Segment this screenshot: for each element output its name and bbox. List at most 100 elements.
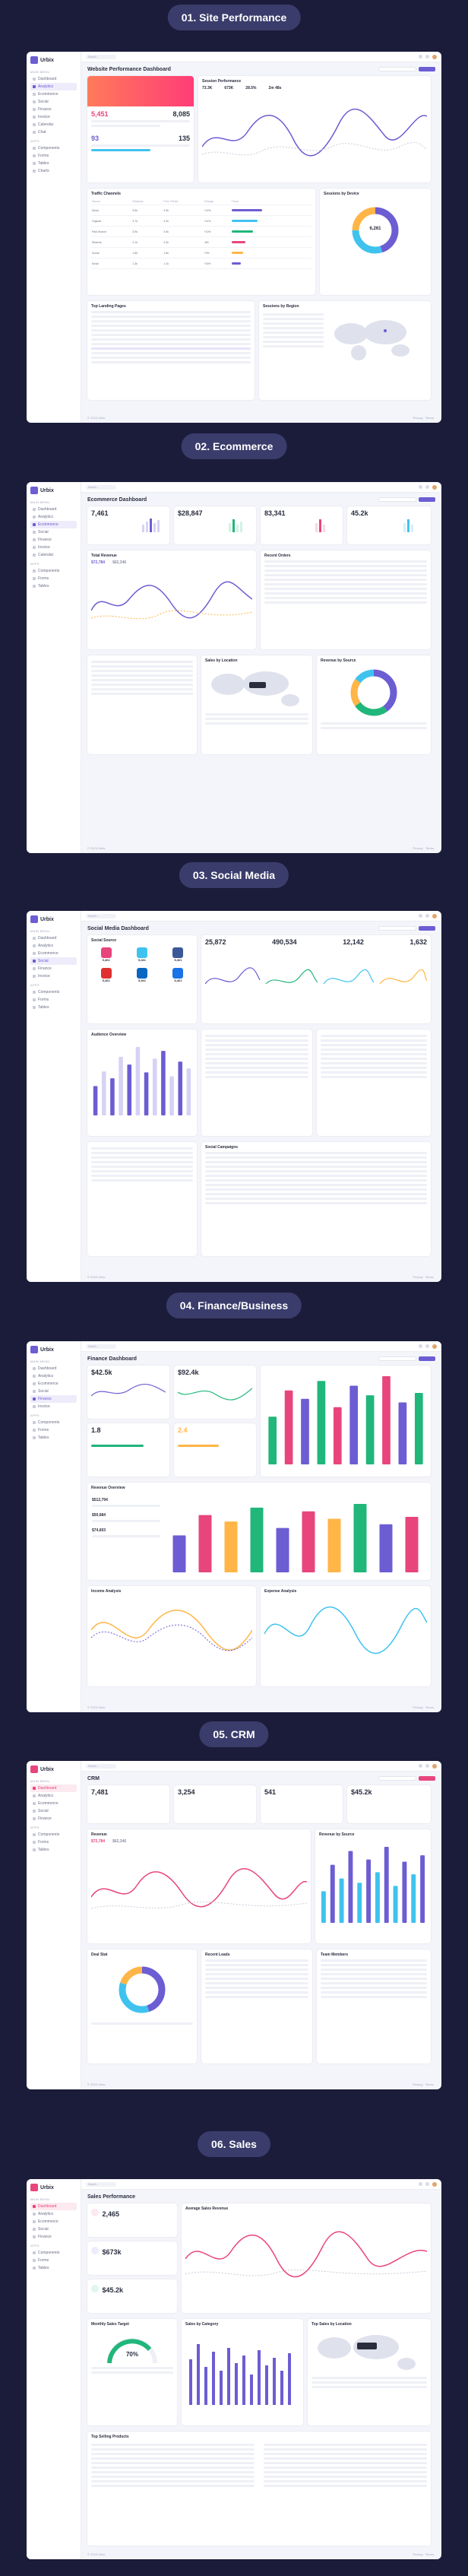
avatar[interactable] [432, 1344, 437, 1349]
export-button[interactable] [419, 67, 435, 71]
export-button[interactable] [419, 497, 435, 502]
bell-icon[interactable] [419, 1764, 422, 1768]
sidebar-item-analytics[interactable]: Analytics [30, 513, 77, 521]
sidebar-item-social[interactable]: Social [30, 1388, 77, 1395]
avatar[interactable] [432, 485, 437, 490]
date-range-picker[interactable] [378, 1776, 416, 1781]
gear-icon[interactable] [425, 485, 429, 489]
export-button[interactable] [419, 1356, 435, 1361]
sidebar-item-forms[interactable]: Forms [30, 1426, 77, 1434]
footer-links[interactable]: Privacy · Terms [413, 1275, 434, 1279]
sidebar-item-ecommerce[interactable]: Ecommerce [30, 1380, 77, 1388]
bell-icon[interactable] [419, 1344, 422, 1348]
gear-icon[interactable] [425, 55, 429, 59]
sidebar-item-tables[interactable]: Tables [30, 1434, 77, 1442]
export-button[interactable] [419, 1776, 435, 1781]
sidebar-item-social[interactable]: Social [30, 528, 77, 536]
sidebar-item-finance[interactable]: Finance [30, 536, 77, 544]
table-row[interactable]: Social 1.8k 1.6k +9% [91, 247, 311, 259]
sidebar-item-components[interactable]: Components [30, 567, 77, 575]
sidebar-item-forms[interactable]: Forms [30, 996, 77, 1004]
date-range-picker[interactable] [378, 926, 416, 931]
table-row[interactable]: Organic 4.7k 4.2k +11% [91, 215, 311, 227]
search-input[interactable]: Search... [86, 2182, 116, 2187]
sidebar-item-invoice[interactable]: Invoice [30, 113, 77, 121]
sidebar-item-components[interactable]: Components [30, 1419, 77, 1426]
sidebar-item-charts[interactable]: Charts [30, 167, 77, 175]
sidebar-item-analytics[interactable]: Analytics [30, 83, 77, 90]
gear-icon[interactable] [425, 914, 429, 918]
sidebar-item-tables[interactable]: Tables [30, 1846, 77, 1854]
avatar[interactable] [432, 55, 437, 59]
gear-icon[interactable] [425, 1764, 429, 1768]
sidebar-item-dashboard[interactable]: Dashboard [30, 75, 77, 83]
sidebar-item-chat[interactable]: Chat [30, 128, 77, 136]
sidebar-item-tables[interactable]: Tables [30, 1004, 77, 1011]
date-range-picker[interactable] [378, 1356, 416, 1361]
sidebar-item-finance[interactable]: Finance [30, 965, 77, 972]
search-input[interactable]: Search... [86, 485, 116, 490]
sidebar-item-calendar[interactable]: Calendar [30, 551, 77, 559]
search-input[interactable]: Search... [86, 1344, 116, 1349]
export-button[interactable] [419, 926, 435, 931]
sidebar-item-components[interactable]: Components [30, 1831, 77, 1838]
sidebar-item-forms[interactable]: Forms [30, 575, 77, 582]
avatar[interactable] [432, 1764, 437, 1769]
instagram-icon[interactable] [100, 947, 112, 958]
sidebar-item-social[interactable]: Social [30, 1807, 77, 1815]
sidebar-item-forms[interactable]: Forms [30, 152, 77, 160]
footer-links[interactable]: Privacy · Terms [413, 2552, 434, 2556]
table-row[interactable]: Referral 2.1k 2.4k -8% [91, 236, 311, 248]
sidebar-item-finance[interactable]: Finance [30, 106, 77, 113]
bell-icon[interactable] [419, 914, 422, 918]
sidebar-item-social[interactable]: Social [30, 2225, 77, 2233]
sidebar-item-analytics[interactable]: Analytics [30, 1792, 77, 1800]
footer-links[interactable]: Privacy · Terms [413, 1705, 434, 1709]
sidebar-item-components[interactable]: Components [30, 144, 77, 152]
sidebar-item-dashboard[interactable]: Dashboard [30, 934, 77, 942]
sidebar-item-invoice[interactable]: Invoice [30, 972, 77, 980]
sidebar-item-forms[interactable]: Forms [30, 1838, 77, 1846]
sidebar-item-invoice[interactable]: Invoice [30, 544, 77, 551]
bell-icon[interactable] [419, 2182, 422, 2186]
linkedin-icon[interactable] [136, 968, 147, 979]
date-range-picker[interactable] [378, 497, 416, 502]
search-input[interactable]: Search... [86, 914, 116, 918]
sidebar-item-tables[interactable]: Tables [30, 2264, 77, 2272]
avatar[interactable] [432, 2182, 437, 2187]
sidebar-item-finance[interactable]: Finance [30, 1395, 77, 1403]
sidebar-item-forms[interactable]: Forms [30, 2257, 77, 2264]
sidebar-item-ecommerce[interactable]: Ecommerce [30, 521, 77, 528]
twitter-icon[interactable] [136, 947, 147, 958]
sidebar-item-calendar[interactable]: Calendar [30, 121, 77, 128]
table-row[interactable]: Paid Search 3.9k 3.5k +10% [91, 226, 311, 237]
avatar[interactable] [432, 914, 437, 918]
bell-icon[interactable] [419, 55, 422, 59]
youtube-icon[interactable] [100, 968, 112, 979]
dribbble-icon[interactable] [172, 968, 184, 979]
sidebar-item-analytics[interactable]: Analytics [30, 1372, 77, 1380]
sidebar-item-ecommerce[interactable]: Ecommerce [30, 2218, 77, 2225]
sidebar-item-finance[interactable]: Finance [30, 2233, 77, 2241]
footer-links[interactable]: Privacy · Terms [413, 846, 434, 850]
sidebar-item-ecommerce[interactable]: Ecommerce [30, 950, 77, 957]
bell-icon[interactable] [419, 485, 422, 489]
sidebar-item-dashboard[interactable]: Dashboard [30, 1784, 77, 1792]
sidebar-item-dashboard[interactable]: Dashboard [30, 506, 77, 513]
sidebar-item-analytics[interactable]: Analytics [30, 2210, 77, 2218]
sidebar-item-social[interactable]: Social [30, 98, 77, 106]
sidebar-item-tables[interactable]: Tables [30, 582, 77, 590]
sidebar-item-social[interactable]: Social [30, 957, 77, 965]
footer-links[interactable]: Privacy · Terms [413, 416, 434, 420]
table-row[interactable]: Email 1.3k 1.1k +15% [91, 258, 311, 269]
sidebar-item-dashboard[interactable]: Dashboard [30, 2203, 77, 2210]
sidebar-item-tables[interactable]: Tables [30, 160, 77, 167]
table-row[interactable]: Direct 5.5k 4.9k +12% [91, 205, 311, 216]
search-input[interactable]: Search... [86, 55, 116, 59]
sidebar-item-ecommerce[interactable]: Ecommerce [30, 90, 77, 98]
sidebar-item-components[interactable]: Components [30, 988, 77, 996]
sidebar-item-ecommerce[interactable]: Ecommerce [30, 1800, 77, 1807]
search-input[interactable]: Search... [86, 1764, 116, 1769]
sidebar-item-components[interactable]: Components [30, 2249, 77, 2257]
footer-links[interactable]: Privacy · Terms [413, 2083, 434, 2086]
